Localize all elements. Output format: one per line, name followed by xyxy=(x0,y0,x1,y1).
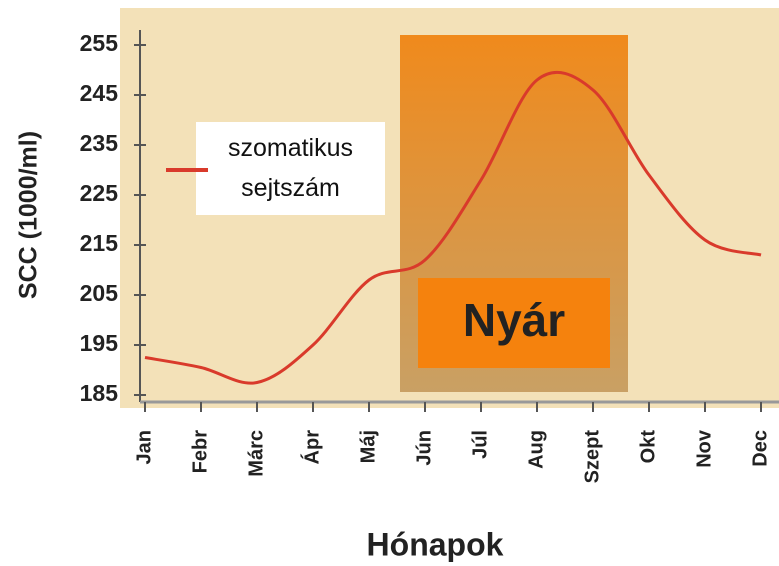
y-axis-title: SCC (1000/ml) xyxy=(15,131,43,299)
x-tick-label: Jan xyxy=(133,430,155,464)
y-tick-label: 225 xyxy=(80,180,119,206)
x-tick-label: Ápr xyxy=(300,430,323,465)
y-tick-label: 215 xyxy=(80,230,119,256)
y-tick-label: 255 xyxy=(80,30,119,56)
summer-label: Nyár xyxy=(463,294,565,346)
x-axis-title: Hónapok xyxy=(367,526,504,562)
legend-swatch-box xyxy=(166,168,208,172)
x-tick-label: Szept xyxy=(581,430,603,484)
x-tick-label: Márc xyxy=(245,430,267,477)
legend-label: szomatikus sejtszám xyxy=(227,134,354,202)
legend: szomatikus sejtszám xyxy=(196,122,385,215)
y-tick-label: 185 xyxy=(80,380,119,406)
x-tick-label: Júl xyxy=(469,430,491,459)
y-tick-label: 205 xyxy=(80,280,119,306)
x-tick-label: Okt xyxy=(637,430,659,464)
y-tick-label: 235 xyxy=(80,130,119,156)
summer-label-box xyxy=(418,278,610,368)
y-tick-label: 195 xyxy=(80,330,119,356)
x-tick-label: Aug xyxy=(525,430,547,469)
x-tick-label: Máj xyxy=(357,430,379,463)
x-tick-label: Nov xyxy=(693,429,715,468)
x-tick-label: Dec xyxy=(749,430,771,467)
y-tick-label: 245 xyxy=(80,80,119,106)
series-line xyxy=(144,70,762,385)
x-tick-label: Jún xyxy=(413,430,435,466)
x-tick-label: Febr xyxy=(189,430,211,474)
